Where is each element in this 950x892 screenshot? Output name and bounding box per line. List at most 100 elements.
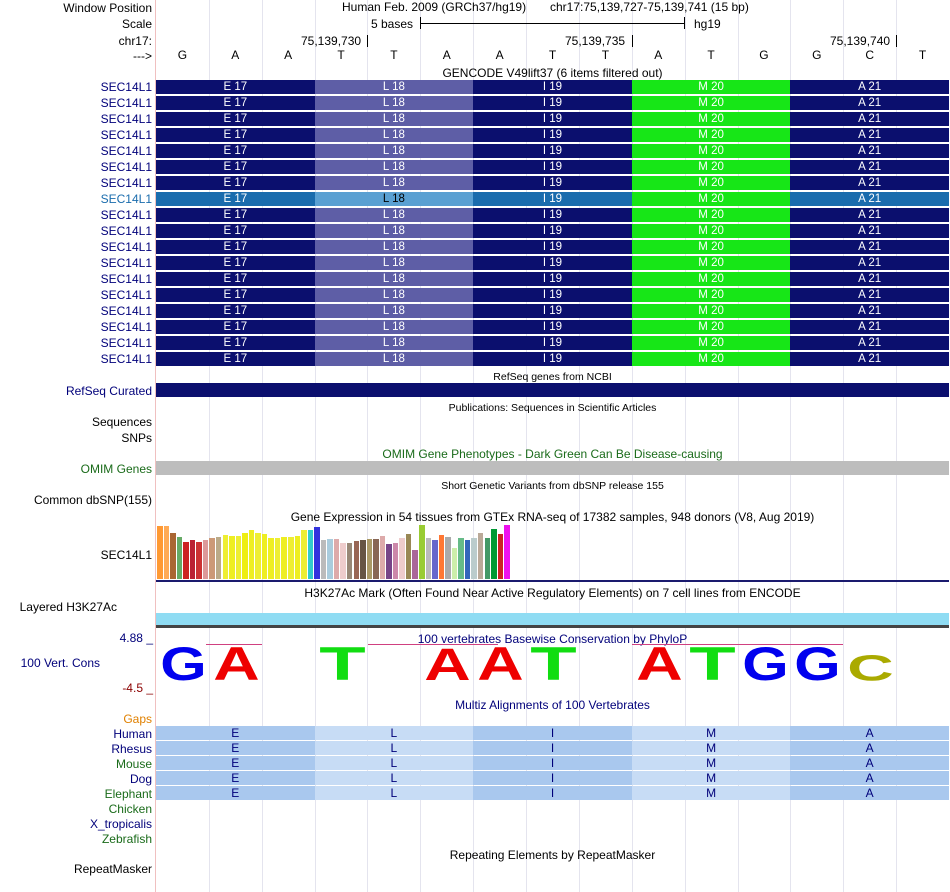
gene-label[interactable]: SEC14L1 <box>100 128 152 142</box>
codon-cell[interactable]: E 17 <box>156 336 315 350</box>
gtex-bar[interactable] <box>301 530 307 579</box>
codon-cell[interactable]: A 21 <box>790 112 949 126</box>
gtex-bar[interactable] <box>255 533 261 579</box>
gtex-bar[interactable] <box>432 540 438 579</box>
gtex-bar[interactable] <box>497 534 504 579</box>
gtex-bar[interactable] <box>366 539 373 579</box>
repeatmasker-title[interactable]: Repeating Elements by RepeatMasker <box>449 848 656 862</box>
publications-title[interactable]: Publications: Sequences in Scientific Ar… <box>448 402 657 414</box>
codon-cell[interactable]: M 20 <box>631 128 791 142</box>
codon-cell[interactable]: I 19 <box>473 320 632 334</box>
gtex-bar[interactable] <box>386 544 392 579</box>
gtex-bar[interactable] <box>202 540 209 579</box>
codon-cell[interactable]: E 17 <box>156 272 315 286</box>
dbsnp-title[interactable]: Short Genetic Variants from dbSNP releas… <box>441 480 664 492</box>
gtex-bar[interactable] <box>451 548 458 579</box>
gene-row[interactable]: E 17 L 18 I 19 M 20 A 21 <box>156 208 949 222</box>
codon-cell[interactable]: I 19 <box>473 192 632 206</box>
codon-cell[interactable]: A 21 <box>790 96 949 110</box>
gtex-bar[interactable] <box>176 537 183 579</box>
codon-cell[interactable]: L 18 <box>314 96 474 110</box>
gene-label[interactable]: SEC14L1 <box>100 176 152 190</box>
codon-cell[interactable]: M 20 <box>631 240 791 254</box>
gaps-label[interactable]: Gaps <box>123 712 152 726</box>
gene-label[interactable]: SEC14L1 <box>100 304 152 318</box>
refseq-label[interactable]: RefSeq Curated <box>65 384 152 398</box>
gene-label[interactable]: SEC14L1 <box>100 160 152 174</box>
gene-row[interactable]: E 17 L 18 I 19 M 20 A 21 <box>156 224 949 238</box>
gene-label[interactable]: SEC14L1 <box>100 272 152 286</box>
codon-cell[interactable]: E 17 <box>156 352 315 366</box>
codon-cell[interactable]: A 21 <box>790 144 949 158</box>
gtex-bar[interactable] <box>268 538 274 579</box>
gtex-bar[interactable] <box>491 529 497 579</box>
codon-cell[interactable]: E 17 <box>156 128 315 142</box>
codon-cell[interactable]: I 19 <box>473 112 632 126</box>
gtex-bar[interactable] <box>504 525 510 579</box>
codon-cell[interactable]: M 20 <box>631 304 791 318</box>
codon-cell[interactable]: M 20 <box>631 224 791 238</box>
gtex-bar[interactable] <box>235 536 242 579</box>
gtex-bar[interactable] <box>242 533 248 579</box>
codon-cell[interactable]: L 18 <box>314 304 474 318</box>
publications-label[interactable]: Sequences <box>91 415 152 429</box>
gtex-title[interactable]: Gene Expression in 54 tissues from GTEx … <box>290 510 815 524</box>
codon-cell[interactable]: A 21 <box>790 128 949 142</box>
gene-label[interactable]: SEC14L1 <box>100 80 152 94</box>
gtex-bar[interactable] <box>248 530 255 579</box>
gtex-bar[interactable] <box>288 537 294 579</box>
codon-cell[interactable]: A 21 <box>790 192 949 206</box>
codon-cell[interactable]: I 19 <box>473 176 632 190</box>
gtex-bar[interactable] <box>340 543 346 579</box>
gene-label[interactable]: SEC14L1 <box>100 320 152 334</box>
codon-cell[interactable]: I 19 <box>473 288 632 302</box>
gtex-bar[interactable] <box>405 534 412 579</box>
gene-row[interactable]: E 17 L 18 I 19 M 20 A 21 <box>156 320 949 334</box>
codon-cell[interactable]: I 19 <box>473 80 632 94</box>
cons-title[interactable]: 100 vertebrates Basewise Conservation by… <box>417 632 688 646</box>
codon-cell[interactable]: E 17 <box>156 80 315 94</box>
codon-cell[interactable]: A 21 <box>790 208 949 222</box>
gtex-bar[interactable] <box>320 540 327 579</box>
gtex-bar[interactable] <box>196 542 202 579</box>
codon-cell[interactable]: L 18 <box>314 192 474 206</box>
dbsnp-label[interactable]: Common dbSNP(155) <box>33 493 152 507</box>
codon-cell[interactable]: L 18 <box>314 352 474 366</box>
codon-cell[interactable]: M 20 <box>631 272 791 286</box>
gene-row[interactable]: E 17 L 18 I 19 M 20 A 21 <box>156 256 949 270</box>
gtex-label[interactable]: SEC14L1 <box>100 548 152 562</box>
codon-cell[interactable]: A 21 <box>790 176 949 190</box>
omim-bar[interactable] <box>156 461 949 475</box>
gene-label[interactable]: SEC14L1 <box>100 352 152 366</box>
codon-cell[interactable]: E 17 <box>156 96 315 110</box>
codon-cell[interactable]: M 20 <box>631 336 791 350</box>
gtex-bar[interactable] <box>327 539 333 579</box>
codon-cell[interactable]: I 19 <box>473 144 632 158</box>
codon-cell[interactable]: M 20 <box>631 288 791 302</box>
gtex-bar[interactable] <box>360 540 366 579</box>
codon-cell[interactable]: M 20 <box>631 176 791 190</box>
codon-cell[interactable]: E 17 <box>156 240 315 254</box>
gene-row[interactable]: E 17 L 18 I 19 M 20 A 21 <box>156 240 949 254</box>
gene-label[interactable]: SEC14L1 <box>100 144 152 158</box>
codon-cell[interactable]: A 21 <box>790 304 949 318</box>
gtex-bar[interactable] <box>183 542 189 579</box>
codon-cell[interactable]: I 19 <box>473 336 632 350</box>
codon-cell[interactable]: M 20 <box>631 96 791 110</box>
codon-cell[interactable]: L 18 <box>314 224 474 238</box>
codon-cell[interactable]: L 18 <box>314 272 474 286</box>
gtex-bar[interactable] <box>412 550 418 579</box>
repeatmasker-label[interactable]: RepeatMasker <box>73 862 152 876</box>
gene-label[interactable]: SEC14L1 <box>100 208 152 222</box>
codon-cell[interactable]: A 21 <box>790 224 949 238</box>
codon-cell[interactable]: A 21 <box>790 80 949 94</box>
refseq-title[interactable]: RefSeq genes from NCBI <box>493 371 612 383</box>
gtex-bar[interactable] <box>471 538 477 579</box>
gtex-bar[interactable] <box>353 541 359 579</box>
gtex-bar[interactable] <box>346 543 353 579</box>
codon-cell[interactable]: L 18 <box>314 144 474 158</box>
